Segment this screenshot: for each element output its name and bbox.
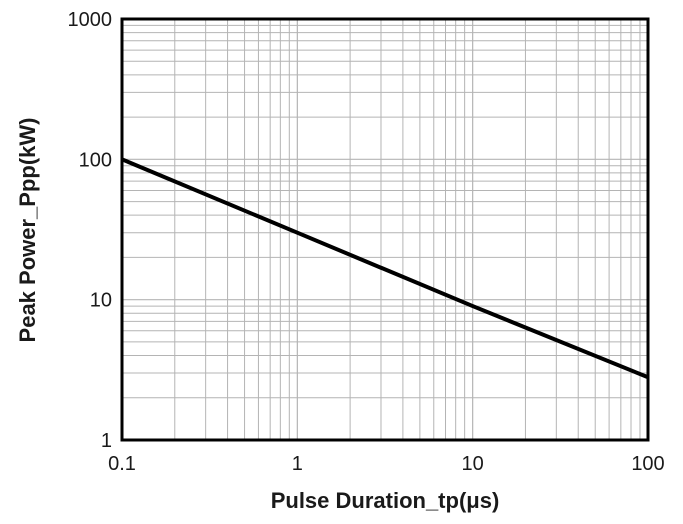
- y-tick-label: 10: [90, 290, 112, 312]
- x-tick-label: 10: [462, 453, 484, 475]
- plot-frame-layer: [120, 17, 650, 442]
- x-tick-label: 1: [292, 453, 303, 475]
- x-axis-label: Pulse Duration_tp(μs): [271, 488, 500, 513]
- x-tick-label: 0.1: [108, 453, 136, 475]
- y-tick-label: 100: [79, 149, 112, 171]
- y-axis-label: Peak Power_Ppp(kW): [15, 118, 40, 343]
- series-layer: [121, 157, 649, 380]
- y-tick-label: 1000: [68, 9, 113, 31]
- y-tick-label: 1: [101, 430, 112, 452]
- grid: [122, 19, 648, 440]
- series-line-0: [121, 157, 649, 380]
- plot-frame: [120, 17, 650, 442]
- x-tick-label: 100: [631, 453, 664, 475]
